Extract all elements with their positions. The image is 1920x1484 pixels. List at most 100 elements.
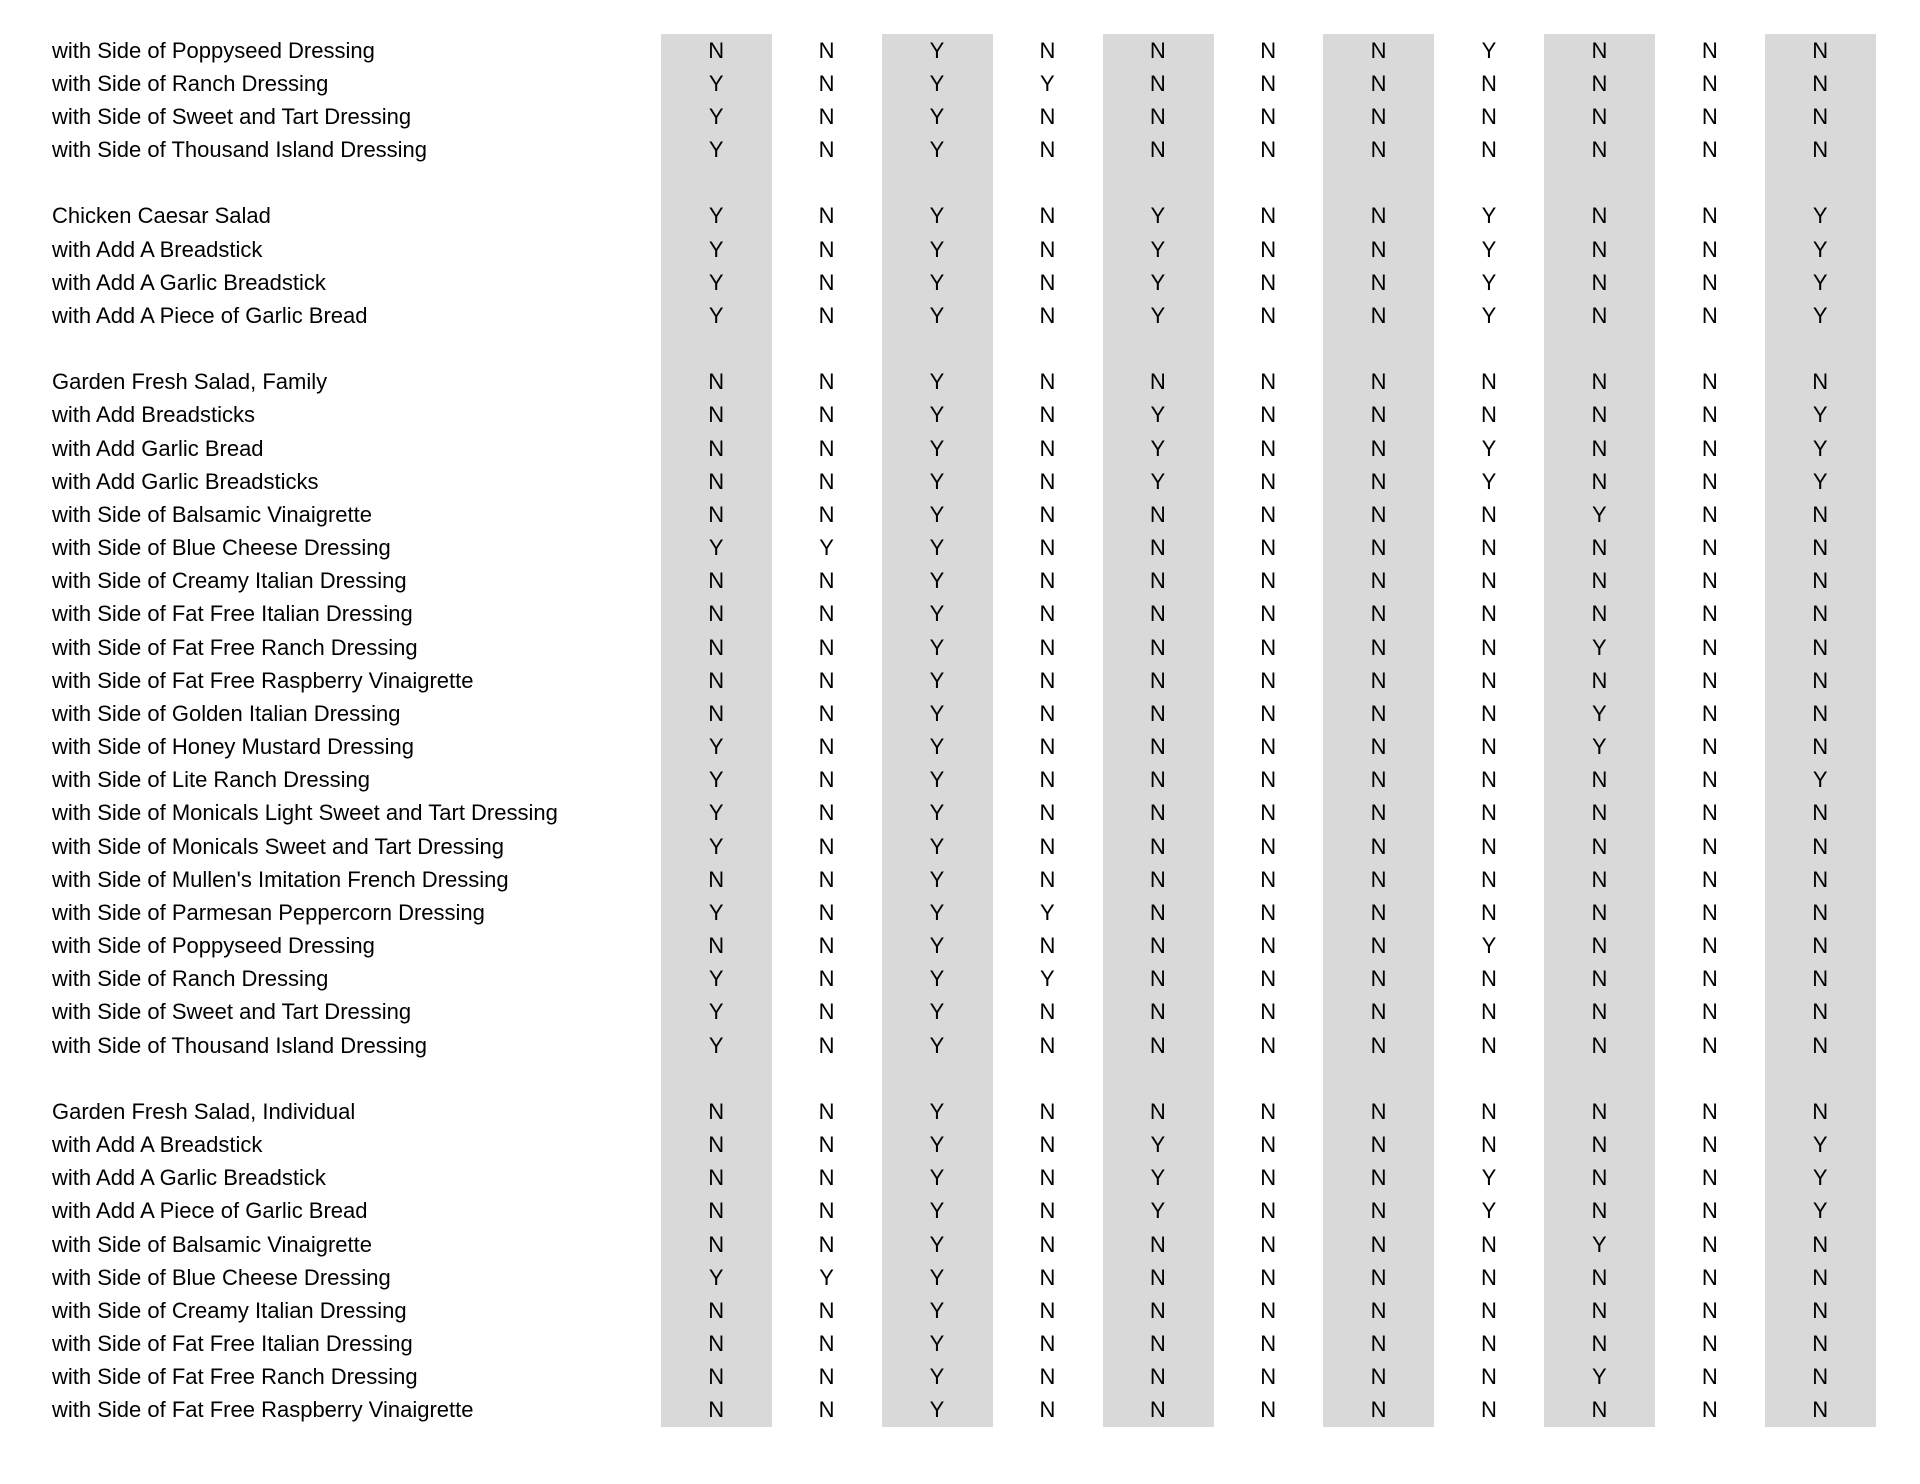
row-label: with Side of Honey Mustard Dressing: [52, 734, 414, 760]
row-label: with Side of Fat Free Ranch Dressing: [52, 634, 418, 660]
cell-value: Y: [1592, 734, 1607, 760]
cell-value: N: [1481, 601, 1497, 627]
cell-value: N: [1260, 1364, 1277, 1390]
cell-value: N: [1370, 1364, 1387, 1390]
cell-value: Y: [708, 767, 724, 793]
row-label: with Side of Sweet and Tart Dressing: [52, 103, 412, 129]
table-row: with Add Garlic Breadsticks N N Y N Y N N Y N N Y: [0, 465, 1920, 498]
column-stripe: [1102, 34, 1214, 1427]
table-row: with Side of Parmesan Peppercorn Dressin…: [0, 896, 1920, 929]
cell-value: N: [1481, 1231, 1497, 1257]
cell-value: N: [1812, 103, 1829, 129]
cell-value: N: [1370, 833, 1387, 859]
cell-value: N: [1039, 1331, 1056, 1357]
cell-value: Y: [929, 103, 945, 129]
cell-value: N: [1039, 1231, 1056, 1257]
cell-value: N: [1149, 70, 1166, 96]
table-row: with Side of Blue Cheese Dressing Y Y Y N N N N…: [0, 531, 1920, 564]
cell-value: N: [1481, 1364, 1497, 1390]
row-label: with Side of Fat Free Italian Dressing: [52, 601, 413, 627]
cell-value: Y: [929, 933, 945, 959]
row-label: with Side of Golden Italian Dressing: [52, 700, 401, 726]
cell-value: Y: [708, 1264, 724, 1290]
cell-value: Y: [1481, 302, 1497, 328]
cell-value: N: [1260, 933, 1277, 959]
cell-value: N: [1039, 501, 1056, 527]
cell-value: N: [818, 800, 835, 826]
cell-value: Y: [1150, 468, 1166, 494]
cell-value: N: [1370, 1198, 1387, 1224]
column-stripe: [1323, 34, 1435, 1427]
cell-value: N: [818, 999, 835, 1025]
cell-value: Y: [1481, 269, 1497, 295]
cell-value: N: [1039, 402, 1056, 428]
cell-value: N: [1481, 1098, 1497, 1124]
cell-value: Y: [708, 302, 724, 328]
row-label: with Side of Poppyseed Dressing: [52, 37, 375, 63]
cell-value: N: [1260, 103, 1277, 129]
cell-value: N: [1370, 535, 1387, 561]
cell-value: N: [1591, 1165, 1608, 1191]
cell-value: Y: [929, 899, 945, 925]
cell-value: Y: [929, 667, 945, 693]
cell-value: N: [1149, 933, 1166, 959]
cell-value: Y: [1481, 435, 1497, 461]
cell-value: Y: [1812, 402, 1828, 428]
row-label: with Side of Balsamic Vinaigrette: [52, 501, 372, 527]
cell-value: Y: [1481, 1198, 1497, 1224]
cell-value: N: [708, 1297, 725, 1323]
cell-value: N: [1701, 435, 1718, 461]
cell-value: N: [818, 1032, 835, 1058]
row-label: with Side of Creamy Italian Dressing: [52, 568, 407, 594]
column-stripe: [1544, 34, 1656, 1427]
cell-value: N: [708, 1132, 725, 1158]
cell-value: N: [1812, 933, 1829, 959]
cell-value: N: [1039, 103, 1056, 129]
cell-value: N: [1149, 999, 1166, 1025]
cell-value: N: [1039, 1297, 1056, 1323]
cell-value: N: [1591, 1331, 1608, 1357]
cell-value: Y: [929, 767, 945, 793]
cell-value: Y: [708, 203, 724, 229]
cell-value: N: [1591, 667, 1608, 693]
cell-value: Y: [1481, 203, 1497, 229]
cell-value: N: [1591, 601, 1608, 627]
table-row: with Add A Piece of Garlic Bread Y N Y N Y N N Y…: [0, 299, 1920, 332]
cell-value: N: [1481, 369, 1497, 395]
table-row: with Side of Ranch Dressing Y N Y Y N N N N N N N: [0, 67, 1920, 100]
cell-value: N: [1039, 369, 1056, 395]
table-row: with Side of Balsamic Vinaigrette N N Y N N N N…: [0, 498, 1920, 531]
cell-value: N: [1812, 369, 1829, 395]
cell-value: N: [1591, 402, 1608, 428]
cell-value: N: [818, 1165, 835, 1191]
cell-value: N: [818, 634, 835, 660]
cell-value: Y: [1812, 1132, 1828, 1158]
cell-value: N: [818, 269, 835, 295]
cell-value: N: [1481, 999, 1497, 1025]
cell-value: N: [708, 601, 725, 627]
cell-value: N: [1481, 734, 1497, 760]
column-stripe: [1765, 34, 1876, 1427]
cell-value: N: [1812, 1364, 1829, 1390]
row-label: with Side of Fat Free Ranch Dressing: [52, 1364, 418, 1390]
cell-value: N: [1591, 1198, 1608, 1224]
cell-value: Y: [1150, 1165, 1166, 1191]
cell-value: N: [1149, 734, 1166, 760]
cell-value: N: [1481, 866, 1497, 892]
cell-value: N: [1260, 1297, 1277, 1323]
cell-value: N: [1260, 1331, 1277, 1357]
cell-value: N: [1149, 833, 1166, 859]
cell-value: N: [1481, 103, 1497, 129]
cell-value: N: [1370, 933, 1387, 959]
cell-value: N: [818, 70, 835, 96]
cell-value: N: [1039, 1264, 1056, 1290]
cell-value: N: [1149, 137, 1166, 162]
cell-value: N: [1260, 468, 1277, 494]
cell-value: N: [1591, 236, 1608, 262]
cell-value: Y: [708, 899, 724, 925]
cell-value: Y: [929, 800, 945, 826]
cell-value: N: [1039, 1132, 1056, 1158]
row-label: with Side of Ranch Dressing: [52, 966, 329, 992]
cell-value: N: [1812, 1264, 1829, 1290]
